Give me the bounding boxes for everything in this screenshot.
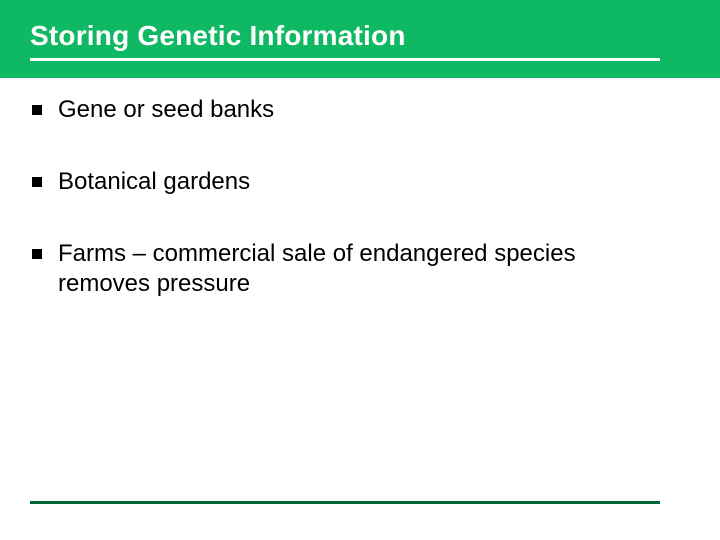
list-item: Farms – commercial sale of endangered sp… bbox=[30, 239, 670, 299]
bullet-list: Gene or seed banks Botanical gardens Far… bbox=[30, 95, 670, 299]
content-area: Gene or seed banks Botanical gardens Far… bbox=[30, 95, 670, 341]
bullet-text: Botanical gardens bbox=[58, 168, 250, 195]
bullet-text: Farms – commercial sale of endangered sp… bbox=[58, 240, 576, 297]
list-item: Gene or seed banks bbox=[30, 95, 670, 125]
bullet-square-icon bbox=[32, 177, 42, 187]
title-underline bbox=[30, 58, 660, 61]
bullet-square-icon bbox=[32, 249, 42, 259]
footer-line bbox=[30, 501, 660, 504]
bullet-text: Gene or seed banks bbox=[58, 96, 274, 123]
bullet-square-icon bbox=[32, 105, 42, 115]
slide: Storing Genetic Information Gene or seed… bbox=[0, 0, 720, 540]
slide-title: Storing Genetic Information bbox=[30, 20, 406, 52]
list-item: Botanical gardens bbox=[30, 167, 670, 197]
